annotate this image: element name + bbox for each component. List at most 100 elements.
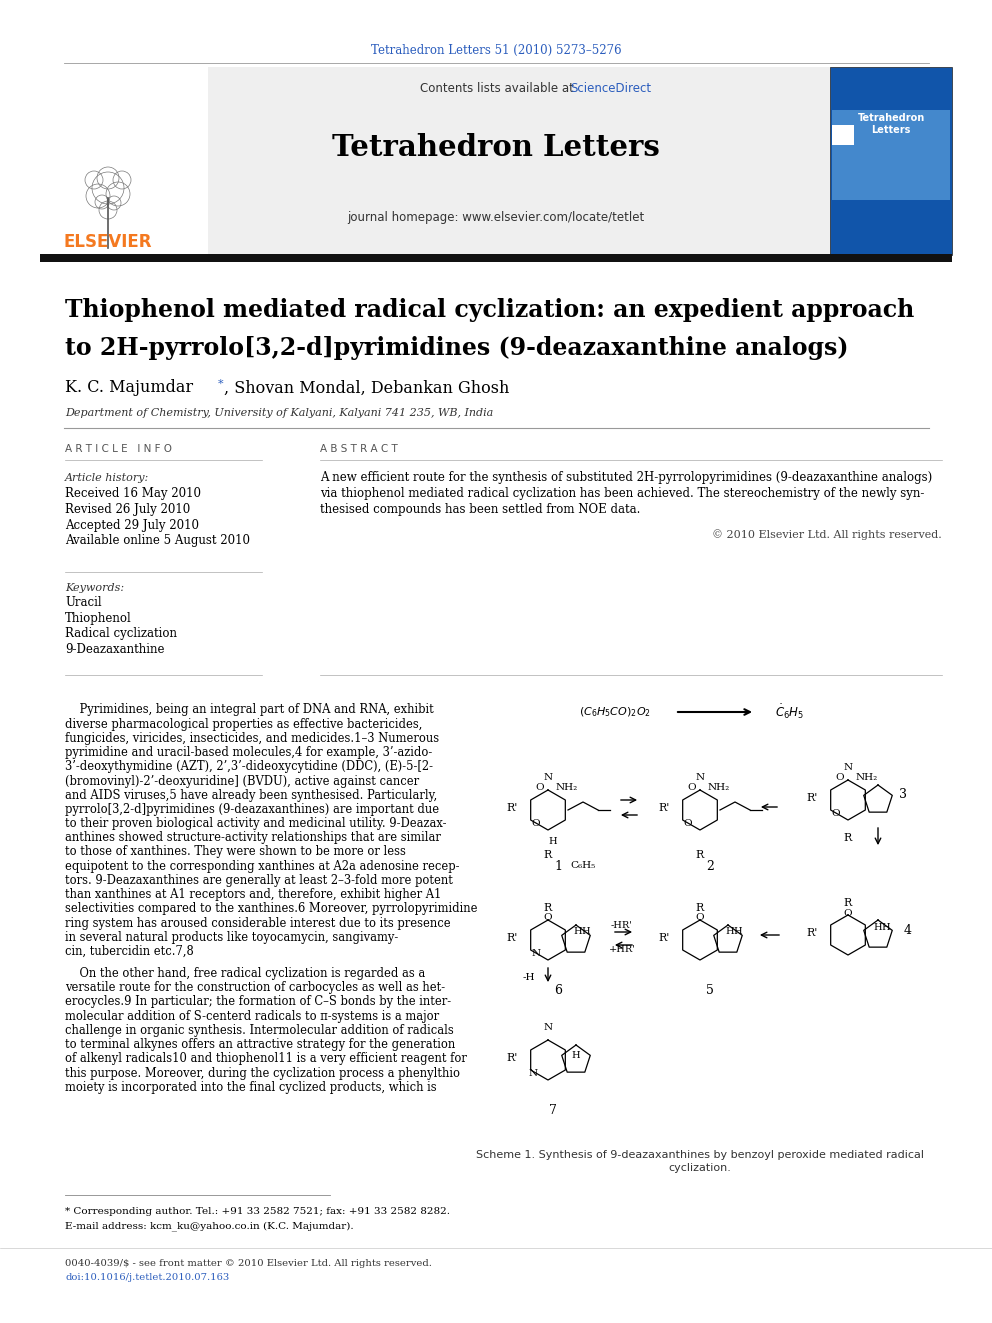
Text: N: N [529, 1069, 538, 1078]
Text: K. C. Majumdar: K. C. Majumdar [65, 380, 193, 397]
Text: H: H [874, 922, 882, 931]
Text: R: R [844, 833, 852, 843]
Text: H: H [882, 922, 890, 931]
Text: R: R [844, 898, 852, 908]
Text: R': R' [659, 933, 670, 943]
Text: $\dot{C}_6H_5$: $\dot{C}_6H_5$ [775, 703, 805, 721]
Text: N: N [532, 950, 541, 958]
Text: versatile route for the construction of carbocycles as well as het-: versatile route for the construction of … [65, 982, 445, 995]
Text: R': R' [507, 803, 518, 814]
Text: Received 16 May 2010: Received 16 May 2010 [65, 487, 201, 500]
Text: O: O [532, 819, 541, 828]
Text: Article history:: Article history: [65, 474, 149, 483]
Text: pyrrolo[3,2-d]pyrimidines (9-deazaxanthines) are important due: pyrrolo[3,2-d]pyrimidines (9-deazaxanthi… [65, 803, 439, 816]
Text: R': R' [507, 933, 518, 943]
Text: -HR': -HR' [611, 921, 633, 930]
Text: , Shovan Mondal, Debankan Ghosh: , Shovan Mondal, Debankan Ghosh [224, 380, 509, 397]
Text: H: H [549, 837, 558, 847]
Text: equipotent to the corresponding xanthines at A2a adenosine recep-: equipotent to the corresponding xanthine… [65, 860, 459, 873]
Text: (bromovinyl)-2’-deoxyuridine] (BVDU), active against cancer: (bromovinyl)-2’-deoxyuridine] (BVDU), ac… [65, 774, 420, 787]
Text: 4: 4 [904, 923, 912, 937]
Text: O: O [544, 913, 553, 922]
Text: than xanthines at A1 receptors and, therefore, exhibit higher A1: than xanthines at A1 receptors and, ther… [65, 888, 441, 901]
Text: NH₂: NH₂ [556, 783, 578, 792]
Text: moiety is incorporated into the final cyclized products, which is: moiety is incorporated into the final cy… [65, 1081, 436, 1094]
Text: molecular addition of S-centerd radicals to π-systems is a major: molecular addition of S-centerd radicals… [65, 1009, 439, 1023]
Text: N: N [695, 774, 704, 782]
Text: R': R' [507, 1053, 518, 1062]
Text: Keywords:: Keywords: [65, 583, 124, 593]
Text: NH₂: NH₂ [708, 783, 730, 792]
Text: O: O [831, 810, 840, 819]
Text: Pyrimidines, being an integral part of DNA and RNA, exhibit: Pyrimidines, being an integral part of D… [65, 704, 434, 717]
Text: Letters: Letters [871, 124, 911, 135]
Text: H: H [734, 927, 742, 937]
Text: Scheme 1. Synthesis of 9-deazaxanthines by benzoyl peroxide mediated radical: Scheme 1. Synthesis of 9-deazaxanthines … [476, 1150, 924, 1160]
Text: Tetrahedron Letters: Tetrahedron Letters [332, 134, 660, 163]
Text: O: O [695, 913, 704, 922]
Text: R: R [695, 849, 704, 860]
Text: to terminal alkynes offers an attractive strategy for the generation: to terminal alkynes offers an attractive… [65, 1039, 455, 1050]
Text: R: R [544, 904, 553, 913]
Text: H: H [581, 927, 590, 937]
Text: via thiophenol mediated radical cyclization has been achieved. The stereochemist: via thiophenol mediated radical cyclizat… [320, 487, 925, 500]
Text: this purpose. Moreover, during the cyclization process a phenylthio: this purpose. Moreover, during the cycli… [65, 1066, 460, 1080]
Text: Thiophenol mediated radical cyclization: an expedient approach: Thiophenol mediated radical cyclization:… [65, 298, 915, 321]
Text: On the other hand, free radical cyclization is regarded as a: On the other hand, free radical cyclizat… [65, 967, 426, 980]
Text: R: R [695, 904, 704, 913]
Text: challenge in organic synthesis. Intermolecular addition of radicals: challenge in organic synthesis. Intermol… [65, 1024, 453, 1037]
Text: A R T I C L E   I N F O: A R T I C L E I N F O [65, 445, 172, 454]
Text: to their proven biological activity and medicinal utility. 9-Deazax-: to their proven biological activity and … [65, 818, 446, 830]
Text: and AIDS viruses,5 have already been synthesised. Particularly,: and AIDS viruses,5 have already been syn… [65, 789, 437, 802]
Text: *: * [218, 378, 223, 389]
Text: R': R' [806, 927, 818, 938]
Text: Thiophenol: Thiophenol [65, 613, 132, 624]
Text: O: O [683, 819, 692, 828]
Text: Tetrahedron Letters 51 (2010) 5273–5276: Tetrahedron Letters 51 (2010) 5273–5276 [371, 44, 621, 57]
Text: of alkenyl radicals10 and thiophenol11 is a very efficient reagent for: of alkenyl radicals10 and thiophenol11 i… [65, 1052, 467, 1065]
Text: N: N [843, 763, 852, 773]
Text: ScienceDirect: ScienceDirect [570, 82, 651, 94]
Text: 9-Deazaxanthine: 9-Deazaxanthine [65, 643, 165, 656]
Text: 3’-deoxythymidine (AZT), 2’,3’-dideoxycytidine (DDC), (E)-5-[2-: 3’-deoxythymidine (AZT), 2’,3’-dideoxycy… [65, 761, 433, 774]
Text: journal homepage: www.elsevier.com/locate/tetlet: journal homepage: www.elsevier.com/locat… [347, 212, 645, 225]
Text: A B S T R A C T: A B S T R A C T [320, 445, 398, 454]
Text: selectivities compared to the xanthines.6 Moreover, pyrrolopyrimidine: selectivities compared to the xanthines.… [65, 902, 477, 916]
Text: © 2010 Elsevier Ltd. All rights reserved.: © 2010 Elsevier Ltd. All rights reserved… [712, 529, 942, 540]
Text: Contents lists available at: Contents lists available at [420, 82, 577, 94]
Text: O: O [843, 909, 852, 917]
Text: 3: 3 [899, 789, 907, 802]
Text: 6: 6 [554, 983, 562, 996]
Text: * Corresponding author. Tel.: +91 33 2582 7521; fax: +91 33 2582 8282.: * Corresponding author. Tel.: +91 33 258… [65, 1208, 450, 1217]
Text: H: H [573, 927, 582, 937]
Text: NH₂: NH₂ [856, 774, 878, 782]
Text: R': R' [659, 803, 670, 814]
Text: E-mail address: kcm_ku@yahoo.co.in (K.C. Majumdar).: E-mail address: kcm_ku@yahoo.co.in (K.C.… [65, 1221, 353, 1230]
Text: Radical cyclization: Radical cyclization [65, 627, 177, 640]
Text: in several natural products like toyocamycin, sangivamy-: in several natural products like toyocam… [65, 930, 398, 943]
Text: erocycles.9 In particular; the formation of C–S bonds by the inter-: erocycles.9 In particular; the formation… [65, 995, 451, 1008]
Text: N: N [544, 774, 553, 782]
Text: 5: 5 [706, 983, 714, 996]
Text: +HR': +HR' [608, 946, 636, 954]
Text: R': R' [806, 792, 818, 803]
Text: cyclization.: cyclization. [669, 1163, 731, 1174]
Text: 2: 2 [706, 860, 714, 872]
Text: doi:10.1016/j.tetlet.2010.07.163: doi:10.1016/j.tetlet.2010.07.163 [65, 1274, 229, 1282]
Text: ring system has aroused considerable interest due to its presence: ring system has aroused considerable int… [65, 917, 450, 930]
Bar [830, 67, 952, 255]
Text: Available online 5 August 2010: Available online 5 August 2010 [65, 534, 250, 546]
Bar [40, 67, 952, 255]
Bar [40, 67, 208, 255]
Text: Revised 26 July 2010: Revised 26 July 2010 [65, 503, 190, 516]
Text: 7: 7 [549, 1103, 557, 1117]
Text: O: O [536, 783, 545, 792]
Text: H: H [571, 1050, 580, 1060]
Text: to those of xanthines. They were shown to be more or less: to those of xanthines. They were shown t… [65, 845, 406, 859]
Text: O: O [687, 783, 696, 792]
Text: C₆H₅: C₆H₅ [570, 861, 595, 871]
Text: H: H [726, 927, 734, 937]
Text: to 2H-pyrrolo[3,2-d]pyrimidines (9-deazaxanthine analogs): to 2H-pyrrolo[3,2-d]pyrimidines (9-deaza… [65, 336, 848, 360]
Text: anthines showed structure-activity relationships that are similar: anthines showed structure-activity relat… [65, 831, 440, 844]
Text: tors. 9-Deazaxanthines are generally at least 2–3-fold more potent: tors. 9-Deazaxanthines are generally at … [65, 875, 453, 886]
